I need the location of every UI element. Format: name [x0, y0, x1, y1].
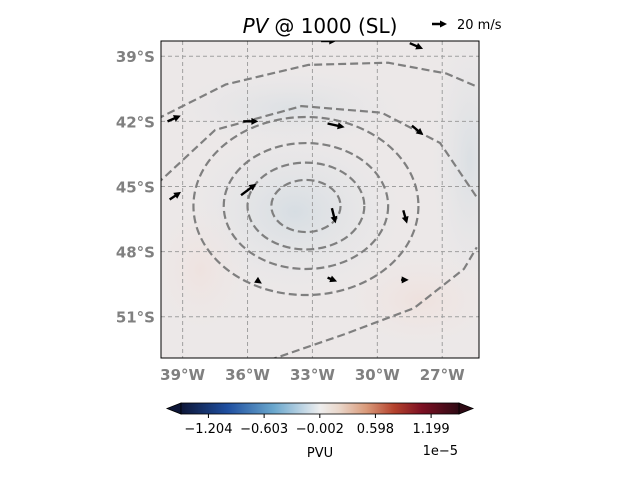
colorbar-offset-text: 1e−5 — [423, 444, 458, 459]
pv-contours — [161, 61, 478, 358]
colorbar-extend-low — [165, 402, 182, 415]
lat-tick-label-2: 45°S — [116, 178, 155, 196]
lon-tick-label-2: 33°W — [290, 366, 335, 384]
chart-title: PV @ 1000 (SL) — [243, 14, 398, 38]
pv-shading-warm-southeast — [340, 250, 479, 350]
colorbar-ticks: −1.204 −0.603 −0.002 0.598 1.199 — [184, 414, 450, 437]
latitude-tick-labels: 39°S 42°S 45°S 48°S 51°S — [116, 48, 155, 327]
wind-arrow-10 — [254, 276, 262, 284]
lon-tick-label-3: 30°W — [355, 366, 400, 384]
contour-ring-2 — [222, 141, 390, 271]
colorbar-tick-label-3: 0.598 — [357, 422, 394, 437]
colorbar-label: PVU — [307, 446, 333, 461]
map-panel: 39°W 36°W 33°W 30°W 27°W 39°S 42°S 45°S 48°S 51°… — [116, 40, 480, 384]
wind-arrow-7 — [240, 183, 257, 197]
quiver-key-arrow-head — [440, 20, 447, 28]
contour-outer-2 — [161, 61, 478, 119]
lat-tick-label-4: 51°S — [116, 309, 155, 327]
wind-arrow-4 — [327, 122, 345, 130]
contour-ring-1 — [246, 161, 366, 251]
lon-tick-label-0: 39°W — [160, 366, 205, 384]
colorbar-tick-label-4: 1.199 — [412, 422, 449, 437]
colorbar-bar — [180, 402, 460, 415]
pv-shading-cool-north — [170, 68, 410, 148]
wind-arrow-12 — [401, 276, 409, 284]
wind-arrow-9 — [401, 210, 409, 224]
title-rest: @ 1000 (SL) — [274, 14, 397, 38]
contour-ring-0 — [270, 178, 342, 234]
wind-arrow-11 — [327, 275, 338, 283]
wind-arrow-3 — [243, 117, 259, 125]
wind-arrow-8 — [330, 207, 338, 224]
wind-arrow-5 — [411, 124, 424, 136]
wind-arrow-2 — [167, 115, 181, 123]
contour-outer-3 — [272, 246, 478, 358]
lat-tick-label-3: 48°S — [116, 244, 155, 262]
lat-tick-label-1: 42°S — [116, 113, 155, 131]
lon-tick-label-4: 27°W — [420, 366, 465, 384]
longitude-tick-labels: 39°W 36°W 33°W 30°W 27°W — [160, 366, 465, 384]
colorbar-tick-label-2: −0.002 — [296, 422, 344, 437]
contour-ring-3 — [192, 115, 420, 297]
pv-shading-warm-west — [161, 200, 250, 340]
colorbar-tick-label-1: −0.603 — [240, 422, 288, 437]
lon-tick-label-1: 36°W — [225, 366, 270, 384]
wind-arrow-0 — [321, 41, 337, 45]
wind-arrow-6 — [168, 191, 182, 201]
wind-arrow-1 — [409, 42, 424, 50]
contour-outer-1 — [161, 105, 478, 198]
colorbar-tick-label-0: −1.204 — [184, 422, 232, 437]
title-variable: PV — [243, 14, 270, 38]
colorbar-extend-high — [458, 402, 475, 415]
map-frame — [160, 40, 480, 359]
wind-vectors — [167, 41, 424, 284]
quiver-key: 20 m/s — [432, 18, 502, 33]
graticule — [161, 41, 479, 358]
quiver-key-label: 20 m/s — [457, 18, 502, 33]
colorbar: −1.204 −0.603 −0.002 0.598 1.199 PVU 1e−5 — [165, 402, 475, 461]
lat-tick-label-0: 39°S — [116, 48, 155, 66]
